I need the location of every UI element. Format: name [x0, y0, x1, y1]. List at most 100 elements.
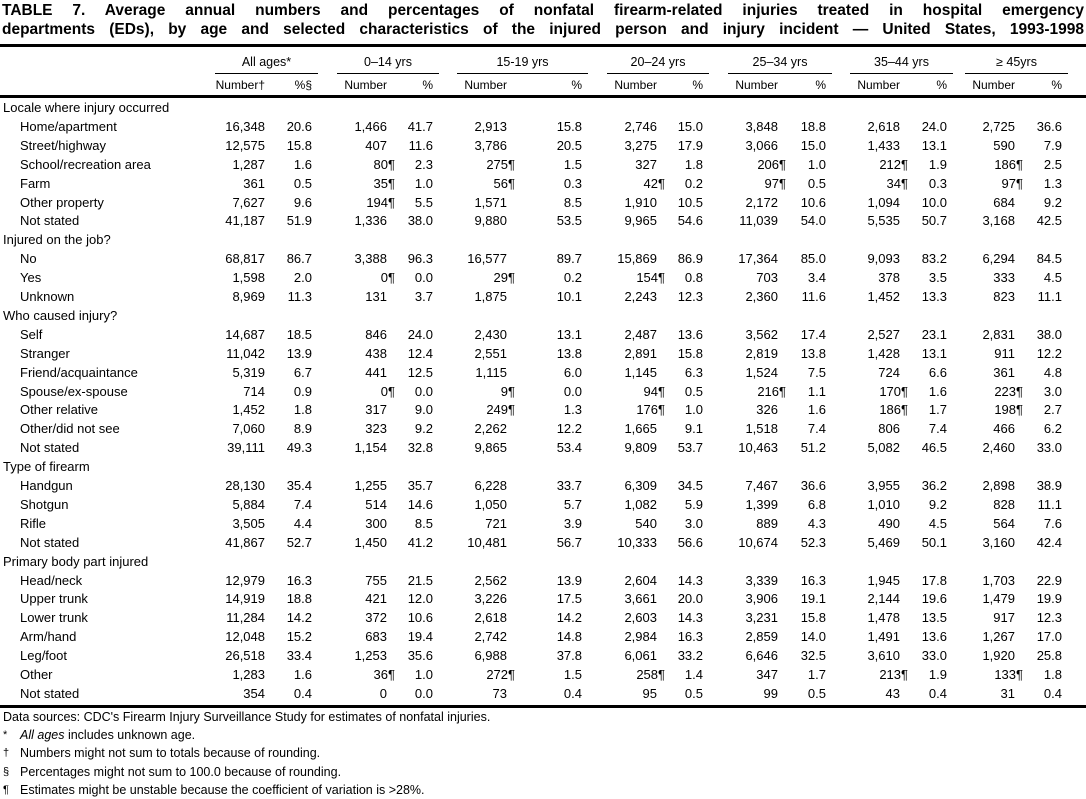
number-cell: 1,050: [474, 496, 507, 512]
percent-cell: 1.0: [684, 402, 703, 418]
number-cell: 9¶: [500, 383, 515, 399]
number-cell: 12,979: [225, 572, 265, 588]
number-cell: 34¶: [886, 175, 908, 191]
number-cell: 9,880: [474, 213, 507, 229]
table-row: Upper trunk 14,919 18.8 421 12.0 3,226 17.5 3,6…: [0, 589, 1086, 608]
number-cell: 1,524: [745, 364, 778, 380]
number-cell: 5,884: [232, 496, 265, 512]
number-cell: 323: [365, 421, 387, 437]
percent-cell: 17.4: [800, 326, 826, 342]
percent-cell: 83.2: [921, 251, 947, 267]
percent-cell: 10.1: [556, 289, 582, 304]
number-cell: 2,430: [474, 326, 507, 342]
percent-cell: 13.3: [921, 289, 947, 304]
title-line-1: TABLE 7. Average annual numbers and perc…: [2, 2, 1084, 19]
number-column-header: Number: [972, 78, 1015, 92]
percent-cell: 0.8: [684, 270, 703, 286]
percent-cell: 0.4: [293, 685, 312, 701]
number-cell: 1,920: [982, 648, 1015, 664]
percent-cell: 37.8: [556, 648, 582, 664]
percent-cell: 10.0: [921, 194, 947, 210]
percent-cell: 14.3: [677, 572, 703, 588]
number-cell: 12,575: [225, 137, 265, 153]
percent-cell: 85.0: [800, 251, 826, 267]
number-cell: 0¶: [380, 270, 395, 286]
number-cell: 1,287: [232, 156, 265, 172]
table-row: Friend/acquaintance 5,319 6.7 441 12.5 1,115 6…: [0, 363, 1086, 382]
number-cell: 5,082: [867, 440, 900, 456]
number-cell: 3,339: [745, 572, 778, 588]
table-row: Head/neck 12,979 16.3 755 21.5 2,562 13.9 2,604…: [0, 571, 1086, 590]
header-rule: [0, 95, 1086, 98]
percent-cell: 13.1: [921, 345, 947, 361]
percent-cell: 2.5: [1043, 156, 1062, 172]
column-group-label: 15-19 yrs: [496, 55, 549, 69]
percent-cell: 18.8: [800, 118, 826, 134]
percent-cell: 0.0: [414, 383, 433, 399]
percent-cell: 15.8: [800, 610, 826, 626]
percent-cell: 6.0: [563, 364, 582, 380]
percent-cell: 53.7: [677, 440, 703, 456]
percent-cell: 19.9: [1036, 591, 1062, 607]
number-cell: 9,865: [474, 440, 507, 456]
percent-cell: 17.5: [556, 591, 582, 607]
number-cell: 1,479: [982, 591, 1015, 607]
percent-cell: 56.6: [677, 534, 703, 550]
number-cell: 1,283: [232, 667, 265, 682]
number-cell: 95: [642, 685, 657, 701]
percent-cell: 14.6: [407, 496, 433, 512]
number-cell: 131: [365, 289, 387, 304]
percent-cell: 42.4: [1036, 534, 1062, 550]
number-cell: 7,060: [232, 421, 265, 437]
number-cell: 2,891: [624, 345, 657, 361]
percent-cell: 36.6: [800, 478, 826, 493]
number-cell: 378: [878, 270, 900, 286]
percent-cell: 36.6: [1036, 118, 1062, 134]
number-cell: 326: [756, 402, 778, 418]
percent-cell: 32.8: [407, 440, 433, 456]
percent-cell: 1.3: [563, 402, 582, 418]
number-cell: 3,848: [745, 118, 778, 134]
number-cell: 2,984: [624, 629, 657, 645]
percent-cell: 6.6: [928, 364, 947, 380]
row-label: Handgun: [20, 478, 73, 493]
percent-cell: 1.0: [414, 667, 433, 682]
number-column-header: Number: [857, 78, 900, 92]
number-cell: 490: [878, 515, 900, 531]
percent-cell: 38.9: [1036, 478, 1062, 493]
number-cell: 154¶: [636, 270, 665, 286]
number-cell: 35¶: [373, 175, 395, 191]
row-label: Shotgun: [20, 496, 69, 512]
percent-cell: 12.2: [1036, 345, 1062, 361]
table-row: Unknown 8,969 11.3 131 3.7 1,875 10.1 2,243 12.3…: [0, 287, 1086, 306]
percent-cell: 19.1: [800, 591, 826, 607]
bottom-rule: [0, 704, 1086, 708]
percent-column-header: %: [936, 78, 947, 92]
percent-cell: 6.3: [684, 364, 703, 380]
percent-cell: 3.5: [928, 270, 947, 286]
percent-cell: 0.4: [563, 685, 582, 701]
number-column-header: Number: [344, 78, 387, 92]
percent-cell: 7.4: [807, 421, 826, 437]
percent-cell: 0.9: [293, 383, 312, 399]
table-row: Not stated 41,867 52.7 1,450 41.2 10,481 56.7 1…: [0, 533, 1086, 552]
footnote: * All ages includes unknown age.: [3, 726, 195, 744]
percent-cell: 1.1: [807, 383, 826, 399]
number-cell: 176¶: [636, 402, 665, 418]
data-source-note: Data sources: CDC's Firearm Injury Surve…: [3, 709, 491, 724]
percent-cell: 5.5: [414, 194, 433, 210]
percent-cell: 6.7: [293, 364, 312, 380]
number-cell: 2,172: [745, 194, 778, 210]
percent-cell: 19.6: [921, 591, 947, 607]
number-cell: 1,452: [867, 289, 900, 304]
number-cell: 1,255: [354, 478, 387, 493]
number-cell: 3,955: [867, 478, 900, 493]
percent-cell: 8.5: [414, 515, 433, 531]
number-cell: 755: [365, 572, 387, 588]
column-group-label: 25–34 yrs: [752, 55, 808, 69]
row-label: Stranger: [20, 345, 70, 361]
number-cell: 16,348: [225, 118, 265, 134]
percent-cell: 1.5: [563, 156, 582, 172]
footnote: § Percentages might not sum to 100.0 beca…: [3, 763, 341, 781]
number-cell: 1,466: [354, 118, 387, 134]
